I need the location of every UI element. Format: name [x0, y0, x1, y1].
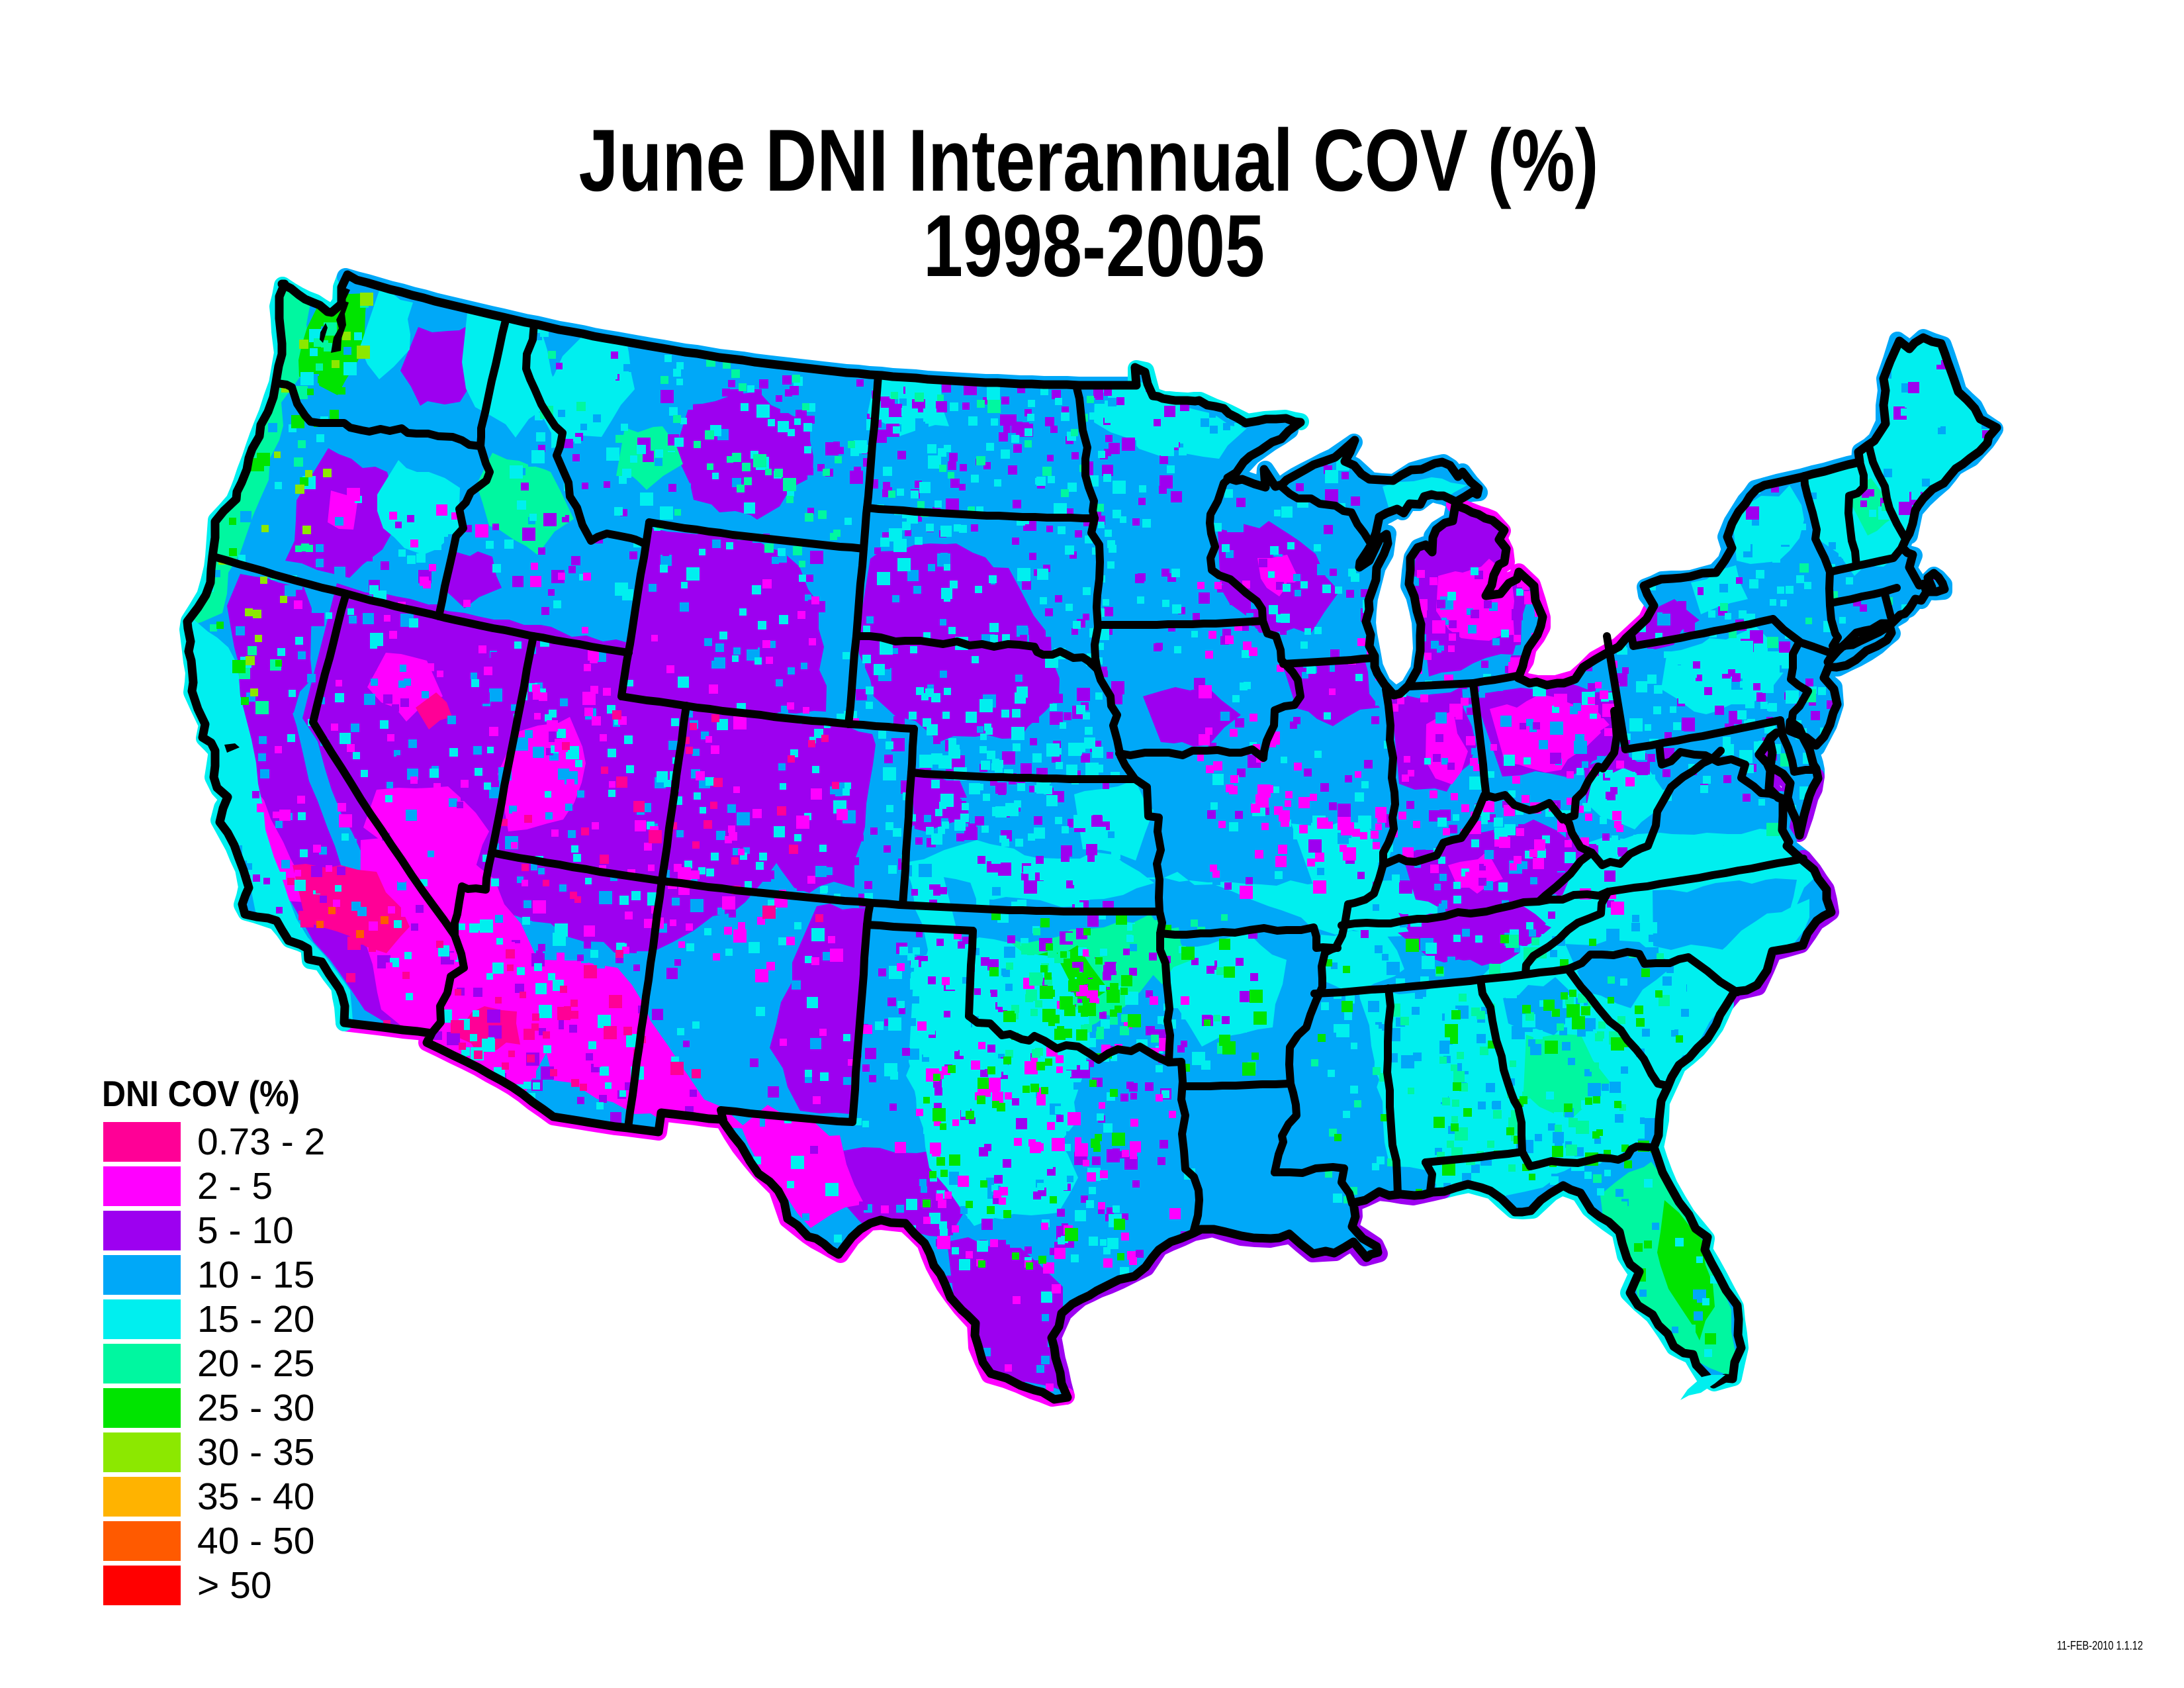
svg-text:25 - 30: 25 - 30 — [197, 1387, 314, 1429]
svg-text:0.73 - 2: 0.73 - 2 — [197, 1121, 325, 1163]
svg-text:1998-2005: 1998-2005 — [923, 197, 1265, 295]
svg-text:40 - 50: 40 - 50 — [197, 1520, 314, 1562]
svg-text:11-FEB-2010 1.1.12: 11-FEB-2010 1.1.12 — [2057, 1638, 2143, 1652]
svg-text:35 - 40: 35 - 40 — [197, 1476, 314, 1518]
svg-text:DNI COV (%): DNI COV (%) — [102, 1073, 300, 1114]
svg-text:June DNI Interannual COV (%): June DNI Interannual COV (%) — [579, 112, 1599, 210]
svg-text:> 50: > 50 — [197, 1564, 272, 1607]
svg-text:30 - 35: 30 - 35 — [197, 1431, 314, 1474]
svg-text:20 - 25: 20 - 25 — [197, 1342, 314, 1385]
svg-text:2 - 5: 2 - 5 — [197, 1165, 273, 1207]
svg-text:10 - 15: 10 - 15 — [197, 1254, 314, 1296]
svg-text:15 - 20: 15 - 20 — [197, 1298, 314, 1340]
svg-text:5 - 10: 5 - 10 — [197, 1209, 294, 1252]
